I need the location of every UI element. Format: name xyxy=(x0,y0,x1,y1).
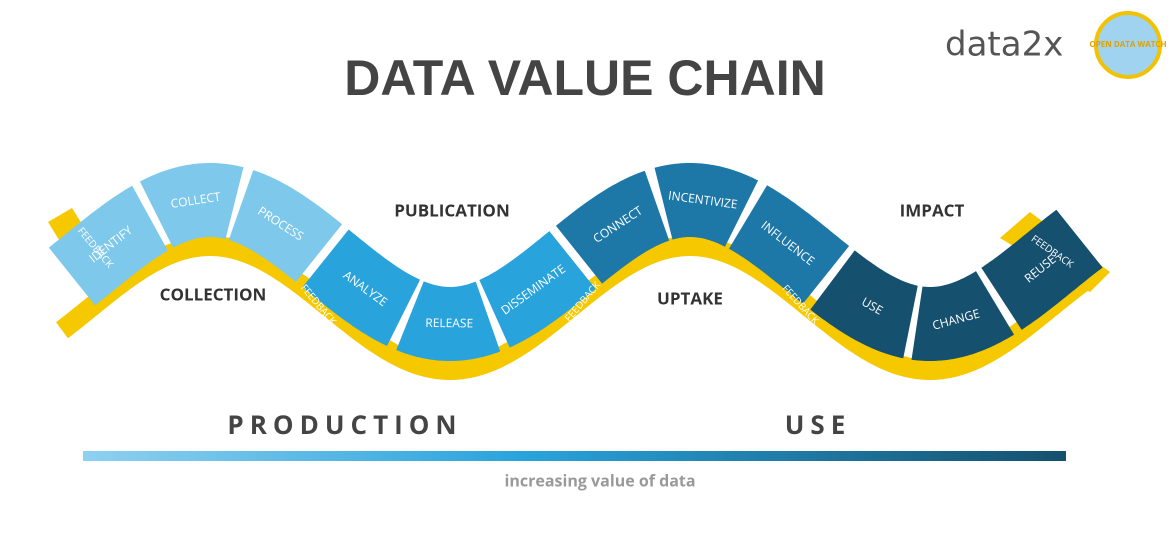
step-segment xyxy=(654,163,759,247)
axis-label: increasing value of data xyxy=(505,469,696,491)
step-label: RELEASE xyxy=(425,314,473,331)
step-segment xyxy=(728,185,850,304)
brand-logo: data2x xyxy=(945,25,1063,65)
step-segment xyxy=(479,231,596,348)
partner-logo-badge xyxy=(1094,11,1162,79)
value-gradient-bar xyxy=(83,451,1066,461)
step-segment xyxy=(810,250,918,359)
step-segment xyxy=(302,229,421,346)
phase-label: PRODUCTION xyxy=(227,406,462,442)
stage-label: UPTAKE xyxy=(657,287,723,310)
phase-label: USE xyxy=(785,406,852,442)
step-segment xyxy=(911,271,1015,361)
step-segment xyxy=(555,170,670,284)
stage-label: IMPACT xyxy=(900,199,965,222)
partner-logo: OPEN DATA WATCH xyxy=(1089,39,1166,50)
title: DATA VALUE CHAIN xyxy=(344,50,825,106)
step-segment xyxy=(228,170,343,282)
step-segment xyxy=(48,185,168,306)
step-segment xyxy=(139,163,244,248)
stage-label: COLLECTION xyxy=(160,283,267,306)
stage-label: PUBLICATION xyxy=(394,199,510,222)
step-segment xyxy=(396,281,501,361)
wave: IDENTIFYCOLLECTPROCESSANALYZERELEASEDISS… xyxy=(48,163,1110,380)
step-segment xyxy=(981,209,1103,330)
